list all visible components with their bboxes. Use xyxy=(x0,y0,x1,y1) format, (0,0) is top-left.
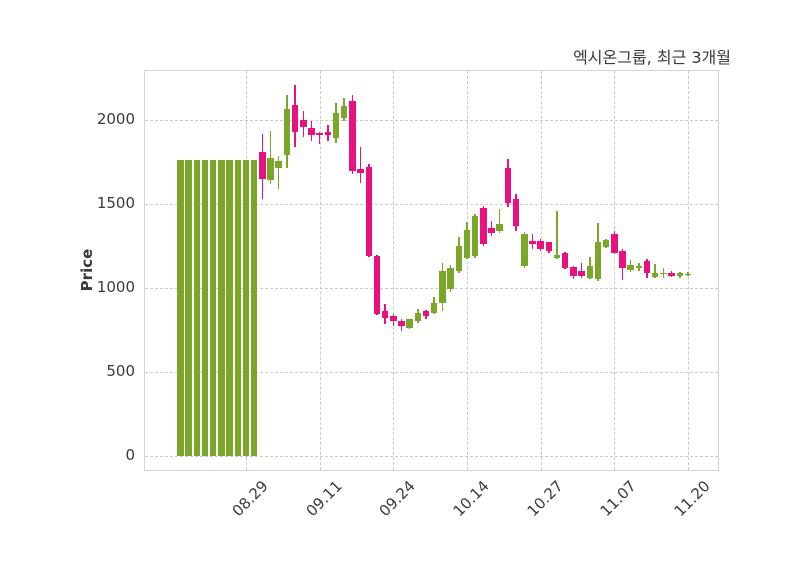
candle-wick xyxy=(556,210,558,260)
candle-body-up xyxy=(185,160,192,457)
candle-body-down xyxy=(570,266,577,276)
candle-body-down xyxy=(373,255,381,314)
candle-body-up xyxy=(250,160,258,457)
candle-body-up xyxy=(275,160,282,168)
candle-body-down xyxy=(308,128,315,135)
candle-body-down xyxy=(365,166,372,256)
candle-body-up xyxy=(226,160,233,457)
gridline-horizontal xyxy=(145,119,718,121)
candle-body-up xyxy=(594,242,602,280)
candle-body-down xyxy=(480,207,487,245)
candle-body-down xyxy=(398,321,405,326)
gridline-vertical xyxy=(687,71,689,470)
plot-area xyxy=(144,70,719,471)
candle-body-down xyxy=(422,310,430,316)
candle-body-down xyxy=(488,227,495,233)
gridline-horizontal xyxy=(145,371,718,373)
candle-body-down xyxy=(668,272,675,276)
candle-body-up xyxy=(553,254,561,258)
candle-body-up xyxy=(627,264,634,271)
candle-body-up xyxy=(242,160,250,457)
candle-wick xyxy=(580,262,583,278)
candle-body-up xyxy=(439,270,446,303)
y-tick-label: 1500 xyxy=(96,193,135,212)
candle-body-up xyxy=(332,112,340,138)
y-axis-label: Price xyxy=(78,248,96,291)
candle-body-up xyxy=(463,229,471,258)
candle-body-up xyxy=(455,245,463,271)
candle-body-up xyxy=(234,160,242,457)
candle-body-up xyxy=(430,302,438,313)
candle-body-up xyxy=(496,224,503,231)
candle-body-down xyxy=(357,169,364,173)
x-tick-label: 09.24 xyxy=(375,477,420,521)
candle-body-down xyxy=(529,240,536,245)
candle-body-up xyxy=(660,272,667,275)
candle-body-up xyxy=(521,234,528,266)
x-tick-label: 11.20 xyxy=(670,477,714,521)
candle-body-down xyxy=(512,199,520,226)
gridline-vertical xyxy=(540,71,542,470)
y-tick-label: 500 xyxy=(106,361,135,380)
candle-body-up xyxy=(586,265,593,278)
candle-wick xyxy=(269,130,272,184)
candle-body-up xyxy=(602,240,610,247)
candle-wick xyxy=(359,146,362,184)
candle-body-up xyxy=(283,108,291,156)
x-tick-label: 10.27 xyxy=(523,477,567,521)
candle-body-down xyxy=(390,315,397,321)
gridline-vertical xyxy=(319,71,321,470)
chart-title: 엑시온그룹, 최근 3개월 xyxy=(573,48,731,67)
candle-body-up xyxy=(218,160,225,457)
y-tick-label: 2000 xyxy=(96,109,135,128)
candle-body-up xyxy=(267,157,274,181)
candle-body-down xyxy=(324,131,332,135)
candle-body-down xyxy=(537,240,544,250)
x-tick-label: 08.29 xyxy=(228,477,272,521)
candle-body-up xyxy=(676,273,684,276)
x-tick-label: 11.07 xyxy=(596,477,641,521)
candle-body-up xyxy=(447,267,454,290)
candle-wick xyxy=(654,264,656,279)
y-tick-label: 0 xyxy=(125,446,135,465)
candle-body-down xyxy=(643,260,651,273)
candle-body-down xyxy=(561,252,569,268)
candle-body-up xyxy=(684,273,692,276)
candle-body-down xyxy=(611,233,618,253)
candle-body-up xyxy=(414,312,422,321)
candle-body-up xyxy=(635,265,643,268)
gridline-horizontal xyxy=(145,203,718,205)
candle-body-down xyxy=(291,105,299,133)
candle-wick xyxy=(277,155,280,189)
candle-body-down xyxy=(259,151,266,179)
candle-body-down xyxy=(300,119,307,127)
y-tick-label: 1000 xyxy=(96,277,135,296)
candle-body-up xyxy=(177,160,184,457)
candle-body-down xyxy=(316,133,323,136)
candle-body-up xyxy=(201,160,209,457)
candle-body-down xyxy=(578,271,585,276)
x-tick-label: 10.14 xyxy=(449,477,493,521)
gridline-vertical xyxy=(466,71,468,470)
gridline-horizontal xyxy=(145,287,718,289)
gridline-vertical xyxy=(614,71,616,470)
candle-body-up xyxy=(209,160,217,457)
candle-body-up xyxy=(340,106,348,118)
gridline-horizontal xyxy=(145,456,718,458)
candle-wick xyxy=(498,209,501,233)
candle-body-down xyxy=(545,242,553,251)
candle-body-up xyxy=(193,160,201,457)
candle-body-up xyxy=(471,215,479,256)
candle-body-down xyxy=(349,101,356,172)
candle-body-up xyxy=(651,272,659,277)
candle-wick xyxy=(318,131,321,145)
candle-body-down xyxy=(381,310,389,319)
gridline-vertical xyxy=(393,71,395,470)
x-tick-label: 09.11 xyxy=(302,477,346,521)
candle-body-up xyxy=(406,319,413,328)
candle-body-down xyxy=(504,167,512,203)
candle-body-down xyxy=(619,250,626,269)
